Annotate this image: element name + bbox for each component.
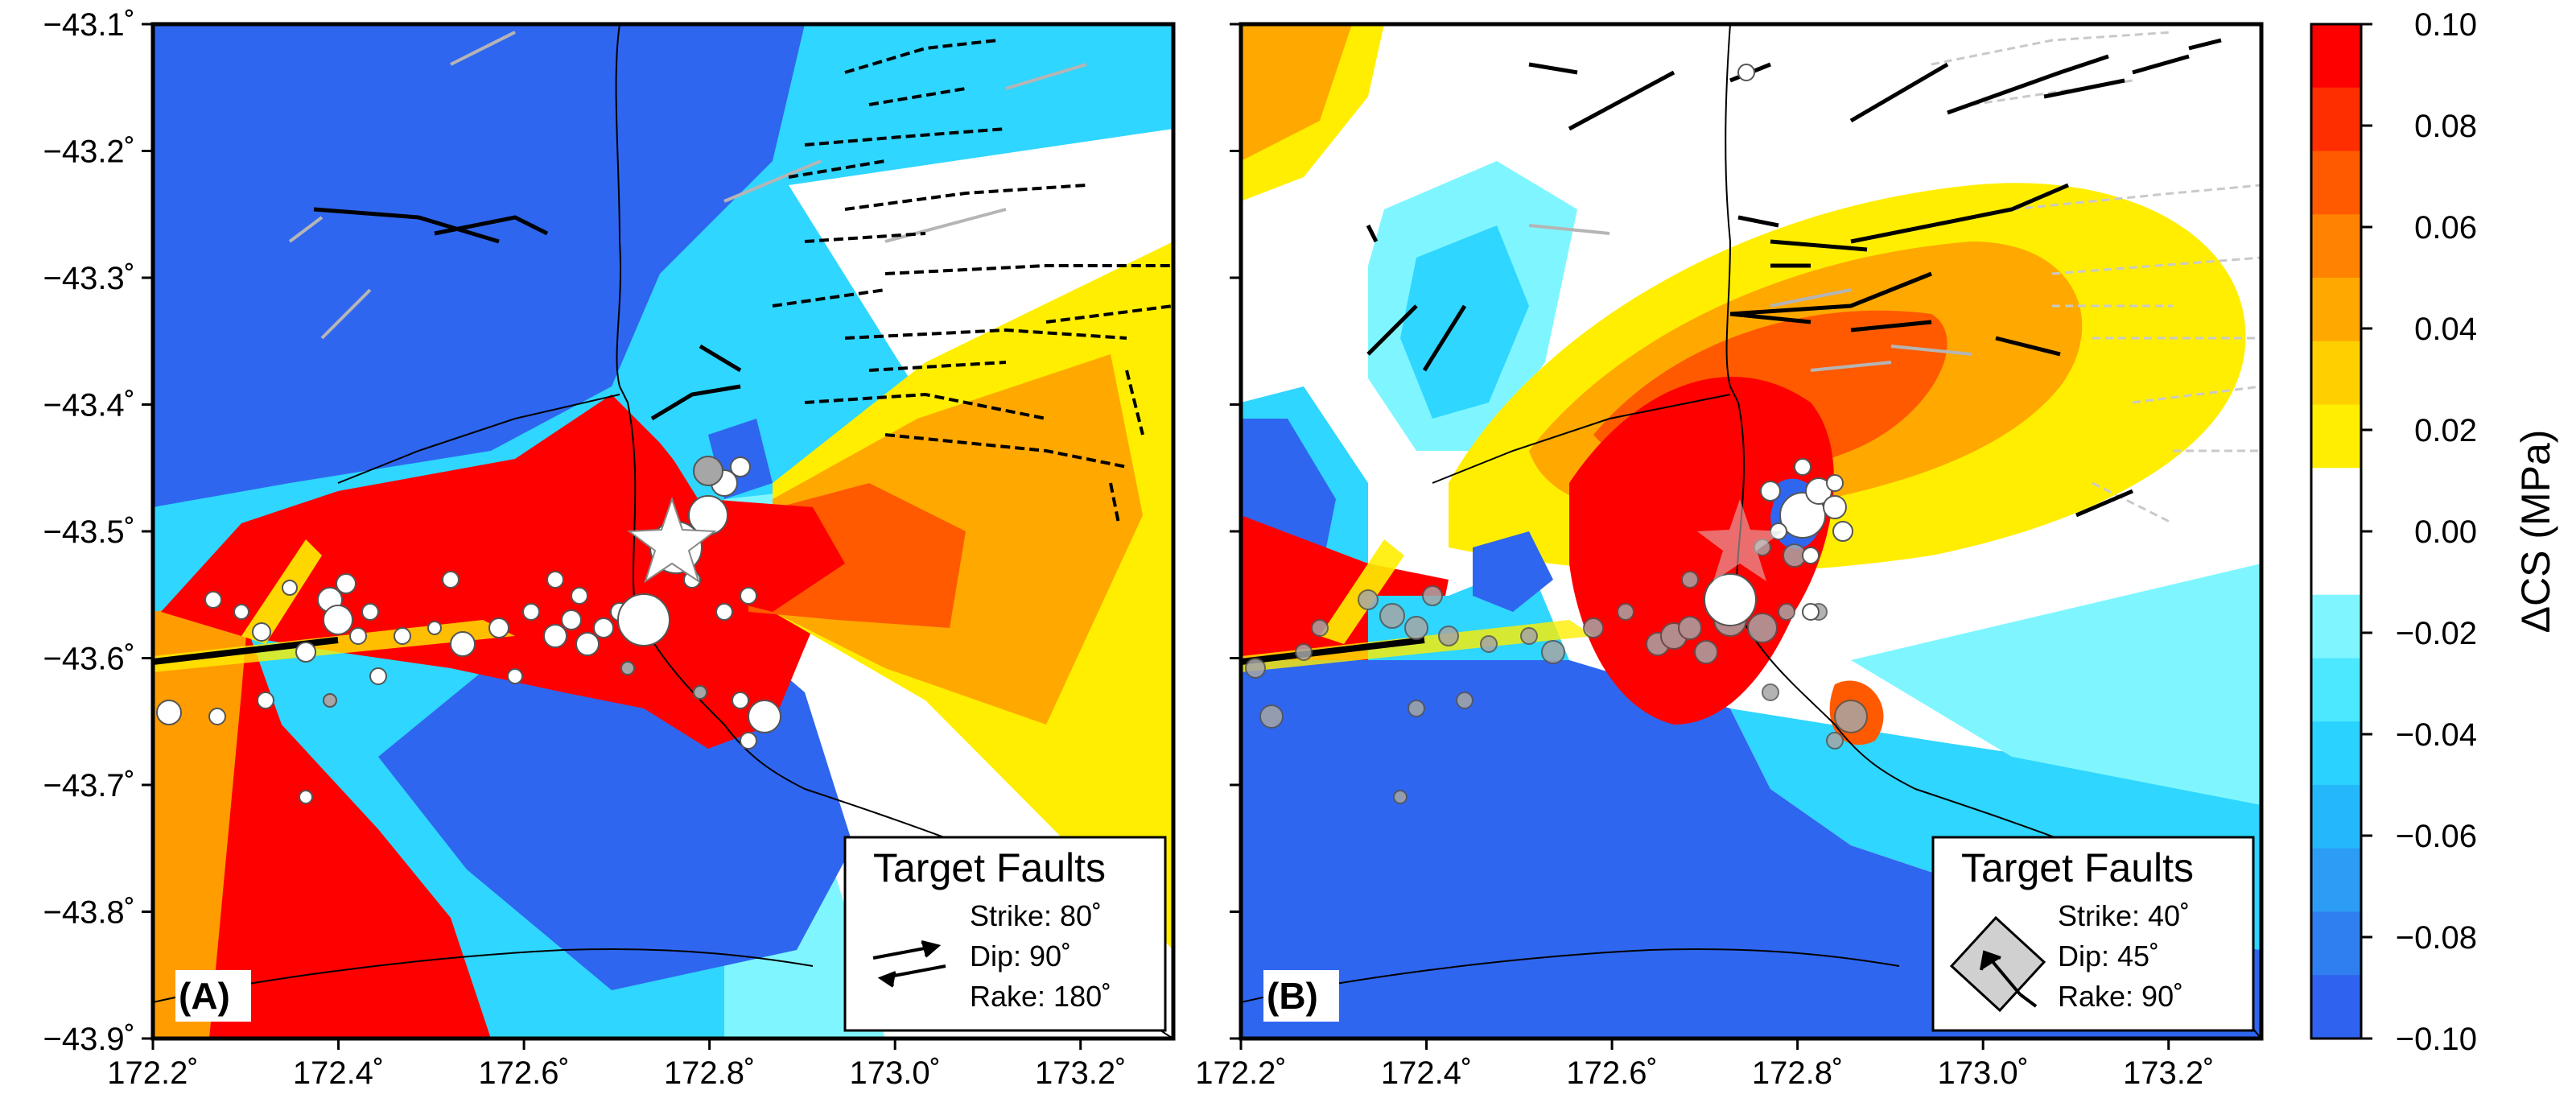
colorbar-band bbox=[2311, 404, 2361, 469]
legend-b-strike: Strike: 40˚ bbox=[2058, 899, 2190, 932]
colorbar-band bbox=[2311, 594, 2361, 659]
legend-a-title: Target Faults bbox=[873, 845, 1106, 890]
colorbar-band bbox=[2311, 214, 2361, 279]
colorbar-band bbox=[2311, 87, 2361, 151]
colorbar-label: 0.10 bbox=[2414, 7, 2477, 43]
colorbar-band bbox=[2311, 278, 2361, 342]
colorbar-label: 0.08 bbox=[2414, 109, 2477, 144]
aftershock-markers bbox=[156, 456, 781, 804]
x-tick-label: 173.0˚ bbox=[1937, 1055, 2028, 1091]
colorbar-band bbox=[2311, 658, 2361, 722]
colorbar-band bbox=[2311, 848, 2361, 912]
x-tick-label: 173.2˚ bbox=[2123, 1055, 2214, 1091]
legend-a-rake: Rake: 180˚ bbox=[970, 980, 1111, 1013]
x-tick-label: 172.8˚ bbox=[1752, 1055, 1843, 1091]
y-tick-label: −43.7˚ bbox=[43, 768, 135, 803]
colorbar-label: −0.04 bbox=[2396, 717, 2477, 753]
colorbar-label: 0.06 bbox=[2414, 210, 2477, 246]
panel-a-map: (A) Target Faults Strike: 80˚ Dip: 90˚ R… bbox=[150, 22, 1176, 1041]
thrust-box-icon bbox=[1949, 915, 2046, 1013]
x-tick-label: 172.2˚ bbox=[107, 1055, 198, 1091]
strike-slip-arrows-icon bbox=[872, 940, 946, 988]
panel-label-b: (B) bbox=[1267, 975, 1318, 1017]
x-tick-label: 172.6˚ bbox=[478, 1055, 569, 1091]
y-tick-label: −43.1˚ bbox=[43, 7, 135, 43]
colorbar-label: 0.00 bbox=[2414, 514, 2477, 550]
y-tick-label: −43.3˚ bbox=[43, 261, 135, 296]
y-tick-label: −43.8˚ bbox=[43, 895, 135, 931]
colorbar-label: −0.08 bbox=[2396, 920, 2477, 956]
x-tick-label: 173.0˚ bbox=[849, 1055, 940, 1091]
colorbar-band bbox=[2311, 151, 2361, 215]
x-tick-label: 172.8˚ bbox=[664, 1055, 755, 1091]
colorbar-band bbox=[2311, 785, 2361, 849]
legend-b-title: Target Faults bbox=[1961, 845, 2194, 890]
x-tick-label: 172.2˚ bbox=[1195, 1055, 1286, 1091]
legend-a-strike: Strike: 80˚ bbox=[970, 899, 1102, 932]
x-tick-label: 172.6˚ bbox=[1566, 1055, 1657, 1091]
y-tick-label: −43.4˚ bbox=[43, 388, 135, 423]
colorbar-title: ΔCS (MPa) bbox=[2513, 430, 2558, 634]
x-tick-label: 172.4˚ bbox=[293, 1055, 384, 1091]
legend-a-dip: Dip: 90˚ bbox=[970, 939, 1071, 973]
colorbar: 0.10 0.08 0.06 0.04 0.02 0.00 −0.02 −0.04 −0.06 −… bbox=[2310, 7, 2558, 1057]
colorbar-band bbox=[2311, 911, 2361, 976]
y-tick-label: −43.6˚ bbox=[43, 642, 135, 677]
y-tick-label: −43.2˚ bbox=[43, 134, 135, 170]
stress-field-blue-northwest bbox=[153, 24, 805, 507]
mainshock-star-icon bbox=[627, 496, 717, 584]
colorbar-band bbox=[2311, 721, 2361, 786]
y-tick-label: −43.5˚ bbox=[43, 514, 135, 550]
colorbar-band bbox=[2311, 341, 2361, 405]
legend-b-dip: Dip: 45˚ bbox=[2058, 939, 2159, 973]
stress-field-red-central bbox=[161, 394, 813, 749]
panel-label-a: (A) bbox=[179, 975, 230, 1017]
colorbar-band bbox=[2311, 468, 2361, 532]
panel-b-map: (B) Target Faults Strike: 40˚ Dip: 45˚ R… bbox=[1239, 22, 2264, 1041]
colorbar-band bbox=[2311, 24, 2361, 89]
colorbar-label: 0.04 bbox=[2414, 312, 2477, 347]
y-tick-label: −43.9˚ bbox=[43, 1022, 135, 1057]
colorbar-label: −0.06 bbox=[2396, 819, 2477, 854]
legend-b: Target Faults Strike: 40˚ Dip: 45˚ Rake:… bbox=[1931, 836, 2255, 1032]
aftershock-markers-b-white bbox=[1704, 64, 1853, 626]
legend-a: Target Faults Strike: 80˚ Dip: 90˚ Rake:… bbox=[843, 836, 1167, 1032]
axes: 172.2˚ 172.4˚ 172.6˚ 172.8˚ 173.0˚ 173.2˚ −43.… bbox=[43, 7, 2214, 1091]
legend-b-rake: Rake: 90˚ bbox=[2058, 980, 2183, 1013]
x-tick-label: 173.2˚ bbox=[1035, 1055, 1126, 1091]
colorbar-band bbox=[2311, 975, 2361, 1039]
x-tick-label: 172.4˚ bbox=[1381, 1055, 1472, 1091]
colorbar-label: −0.10 bbox=[2396, 1022, 2477, 1057]
colorbar-label: 0.02 bbox=[2414, 413, 2477, 448]
colorbar-label: −0.02 bbox=[2396, 616, 2477, 651]
colorbar-band bbox=[2311, 531, 2361, 596]
